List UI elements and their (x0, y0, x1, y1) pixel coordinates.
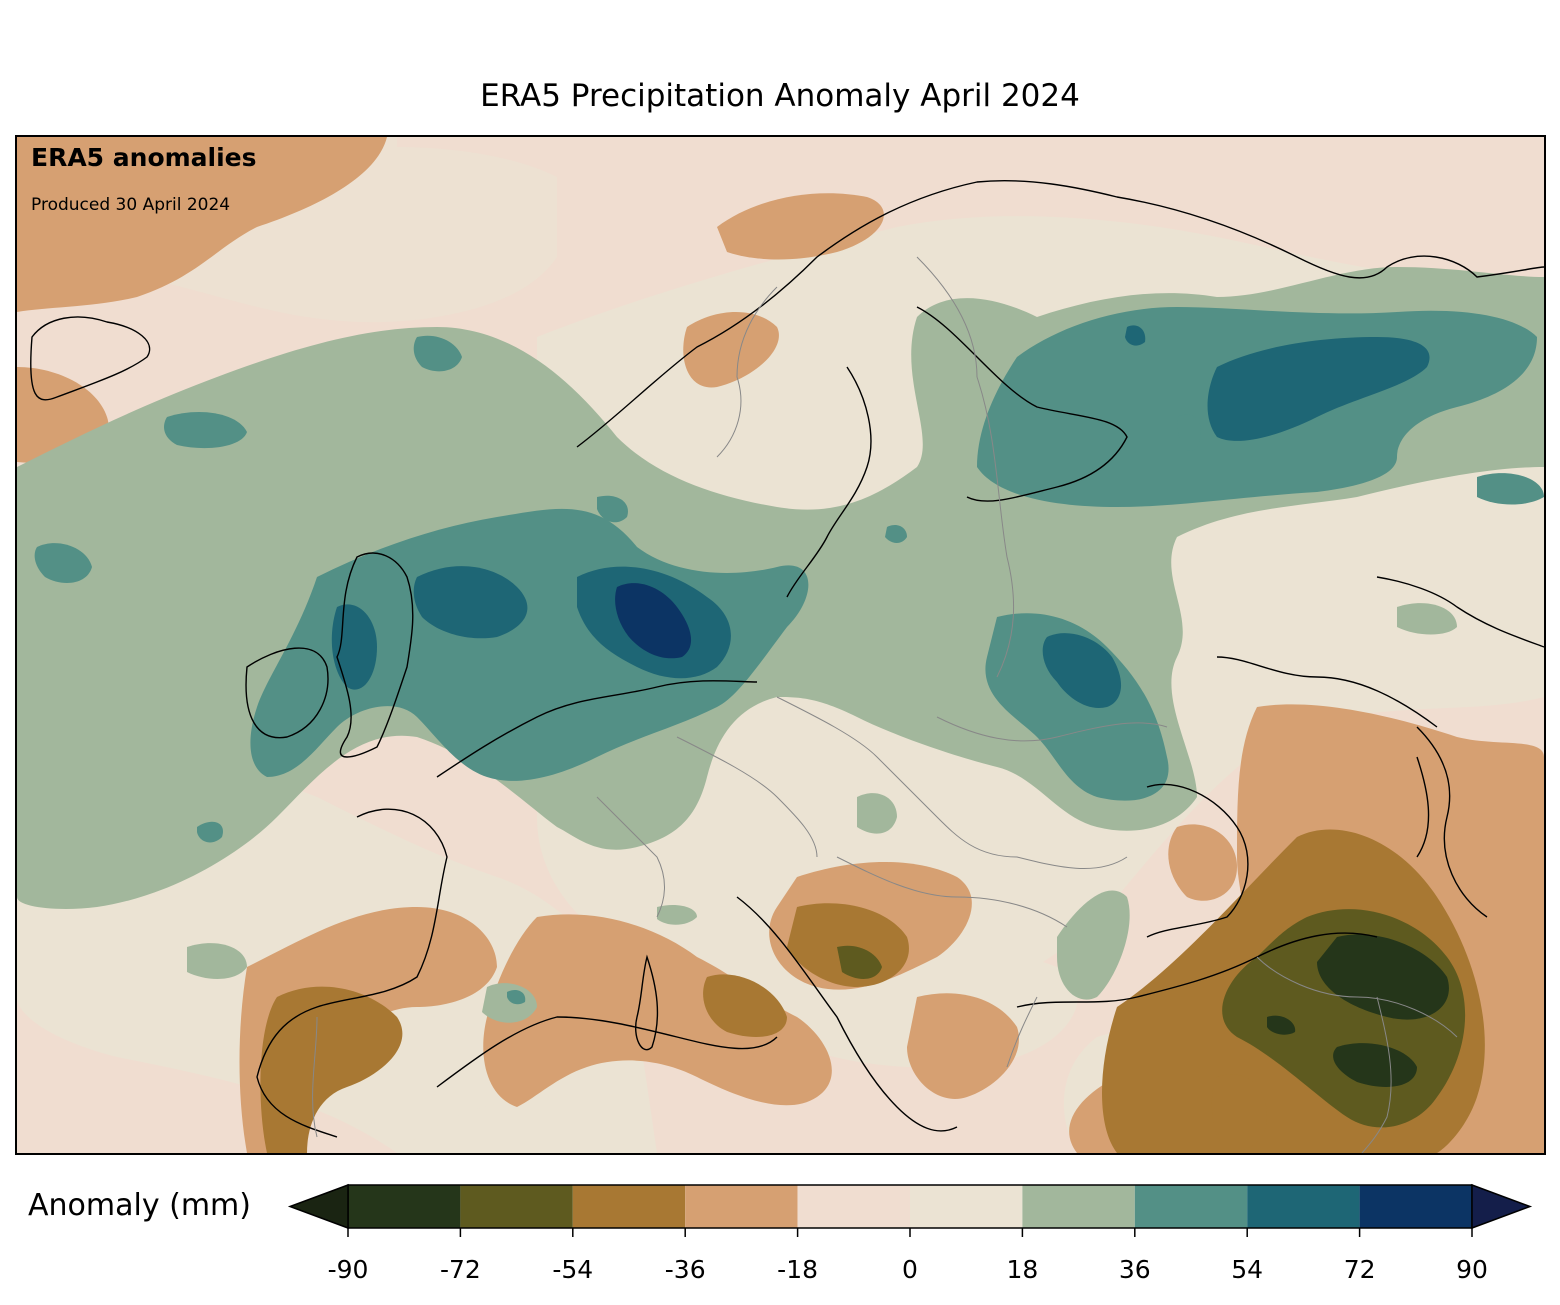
map-production-note: Produced 30 April 2024 (31, 195, 231, 215)
colorbar-tick-label: -18 (777, 1255, 819, 1284)
colorbar-bin-1 (460, 1185, 573, 1228)
colorbar-tick-label: -90 (327, 1255, 369, 1284)
colorbar-bins (347, 1184, 1473, 1229)
colorbar-tick-label: -54 (552, 1255, 594, 1284)
country-borders (312, 256, 1458, 1153)
colorbar-over-arrow (1471, 1183, 1533, 1230)
colorbar-tick-label: 90 (1456, 1255, 1488, 1284)
anomaly-72-90 (615, 583, 692, 659)
colorbar-under-arrow (287, 1183, 349, 1230)
colorbar-tick-label: 0 (902, 1255, 918, 1284)
colorbar-bin-9 (1359, 1185, 1472, 1228)
map-heading: ERA5 anomalies (31, 143, 257, 172)
colorbar-ticks (347, 1228, 1473, 1237)
colorbar-bin-4 (797, 1185, 910, 1228)
colorbar-bin-6 (1022, 1185, 1135, 1228)
colorbar-bin-5 (910, 1185, 1023, 1228)
map-panel: ERA5 anomalies Produced 30 April 2024 (15, 135, 1546, 1155)
colorbar-tick-label: -36 (664, 1255, 706, 1284)
colorbar-bin-2 (572, 1185, 686, 1228)
colorbar-tick-label: 72 (1343, 1255, 1376, 1284)
colorbar-tick-label: 54 (1231, 1255, 1264, 1284)
colorbar-label: Anomaly (mm) (28, 1188, 251, 1223)
colorbar-bin-7 (1134, 1185, 1248, 1228)
coastlines (30, 179, 1544, 1138)
colorbar-bin-0 (348, 1185, 461, 1228)
colorbar-bin-3 (685, 1185, 798, 1228)
colorbar-tick-label: -72 (439, 1255, 481, 1284)
colorbar-tick-label: 18 (1006, 1255, 1039, 1284)
chart-title: ERA5 Precipitation Anomaly April 2024 (480, 78, 1080, 114)
colorbar-bin-8 (1247, 1185, 1360, 1228)
anomaly-map (17, 137, 1544, 1153)
anomaly-neg90-neg72 (1267, 934, 1449, 1087)
colorbar-tick-label: 36 (1118, 1255, 1151, 1284)
